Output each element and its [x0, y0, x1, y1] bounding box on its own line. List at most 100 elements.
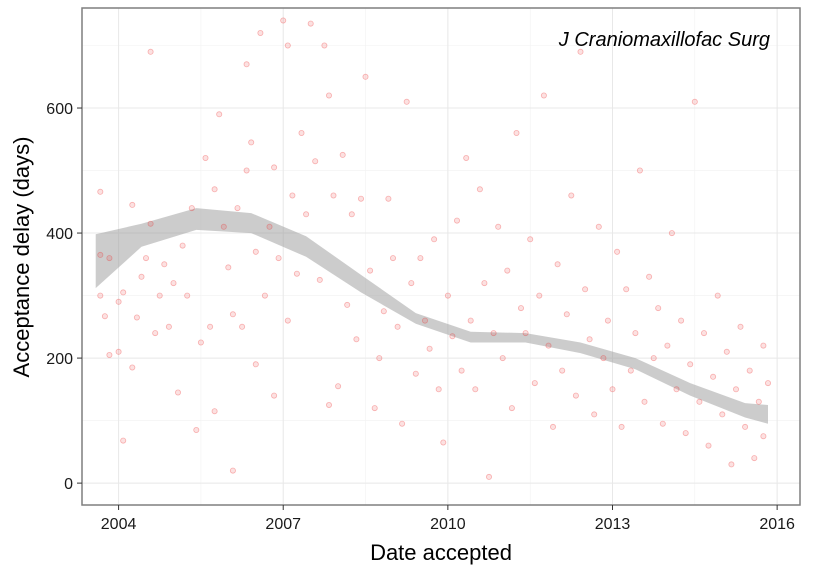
data-point	[760, 433, 767, 440]
data-point	[550, 423, 557, 430]
data-point	[723, 348, 730, 355]
data-point	[239, 323, 246, 330]
data-point	[252, 248, 259, 255]
data-point	[280, 17, 287, 24]
data-point	[129, 364, 136, 371]
data-point	[243, 167, 250, 174]
data-point	[536, 292, 543, 299]
data-point	[266, 223, 273, 230]
data-point	[147, 48, 154, 55]
data-point	[719, 411, 726, 418]
data-point	[252, 361, 259, 368]
data-point	[646, 273, 653, 280]
data-point	[586, 336, 593, 343]
data-point	[138, 273, 145, 280]
x-tick-label: 2010	[430, 516, 466, 533]
data-point	[595, 223, 602, 230]
data-point	[335, 383, 342, 390]
data-point	[632, 330, 639, 337]
y-axis-title: Acceptance delay (days)	[9, 137, 34, 378]
data-point	[755, 398, 762, 405]
data-point	[673, 386, 680, 393]
data-point	[271, 392, 278, 399]
data-point	[271, 164, 278, 171]
data-point	[197, 339, 204, 346]
data-point	[751, 455, 758, 462]
data-point	[216, 111, 223, 118]
y-tick-label: 200	[46, 351, 73, 368]
data-point	[421, 317, 428, 324]
points-layer	[97, 17, 772, 480]
data-point	[174, 389, 181, 396]
data-point	[659, 420, 666, 427]
data-point	[152, 330, 159, 337]
data-point	[220, 223, 227, 230]
data-point	[417, 255, 424, 262]
data-point	[161, 261, 168, 268]
journal-annotation: J Craniomaxillofac Surg	[558, 29, 770, 51]
data-point	[467, 317, 474, 324]
data-point	[444, 292, 451, 299]
x-tick-label: 2016	[759, 516, 795, 533]
data-point	[604, 317, 611, 324]
data-point	[545, 342, 552, 349]
data-point	[458, 367, 465, 374]
data-point	[229, 311, 236, 318]
data-point	[298, 129, 305, 136]
data-point	[312, 158, 319, 165]
data-point	[641, 398, 648, 405]
data-point	[705, 442, 712, 449]
data-point	[243, 61, 250, 68]
data-point	[289, 192, 296, 199]
data-point	[618, 423, 625, 430]
data-point	[229, 467, 236, 474]
data-point	[572, 392, 579, 399]
data-point	[129, 201, 136, 208]
data-point	[650, 355, 657, 362]
data-point	[728, 461, 735, 468]
data-point	[403, 98, 410, 105]
data-point	[193, 426, 200, 433]
data-point	[760, 342, 767, 349]
data-point	[115, 298, 122, 305]
data-point	[202, 154, 209, 161]
x-tick-label: 2013	[595, 516, 631, 533]
data-point	[97, 188, 104, 195]
data-point	[710, 373, 717, 380]
plot-panel-border	[81, 7, 801, 506]
data-point	[476, 186, 483, 193]
data-point	[316, 276, 323, 283]
data-point	[234, 205, 241, 212]
data-point	[765, 380, 772, 387]
data-point	[614, 248, 621, 255]
data-point	[101, 313, 108, 320]
data-point	[600, 355, 607, 362]
data-point	[449, 333, 456, 340]
data-point	[133, 314, 140, 321]
data-point	[362, 73, 369, 80]
data-point	[284, 317, 291, 324]
data-point	[490, 330, 497, 337]
data-point	[165, 323, 172, 330]
data-point	[609, 386, 616, 393]
data-point	[472, 386, 479, 393]
data-point	[207, 323, 214, 330]
data-point	[714, 292, 721, 299]
data-point	[513, 129, 520, 136]
data-point	[540, 92, 547, 99]
data-point	[431, 236, 438, 243]
smooth-band-layer	[95, 208, 768, 424]
data-point	[179, 242, 186, 249]
data-point	[412, 370, 419, 377]
y-tick-label: 600	[46, 101, 73, 118]
x-axis-title: Date accepted	[370, 540, 512, 565]
y-tick-label: 0	[64, 476, 73, 493]
data-point	[655, 305, 662, 312]
data-point	[385, 195, 392, 202]
data-point	[485, 473, 492, 480]
data-point	[376, 355, 383, 362]
data-point	[325, 401, 332, 408]
data-point	[746, 367, 753, 374]
data-point	[527, 236, 534, 243]
data-point	[678, 317, 685, 324]
